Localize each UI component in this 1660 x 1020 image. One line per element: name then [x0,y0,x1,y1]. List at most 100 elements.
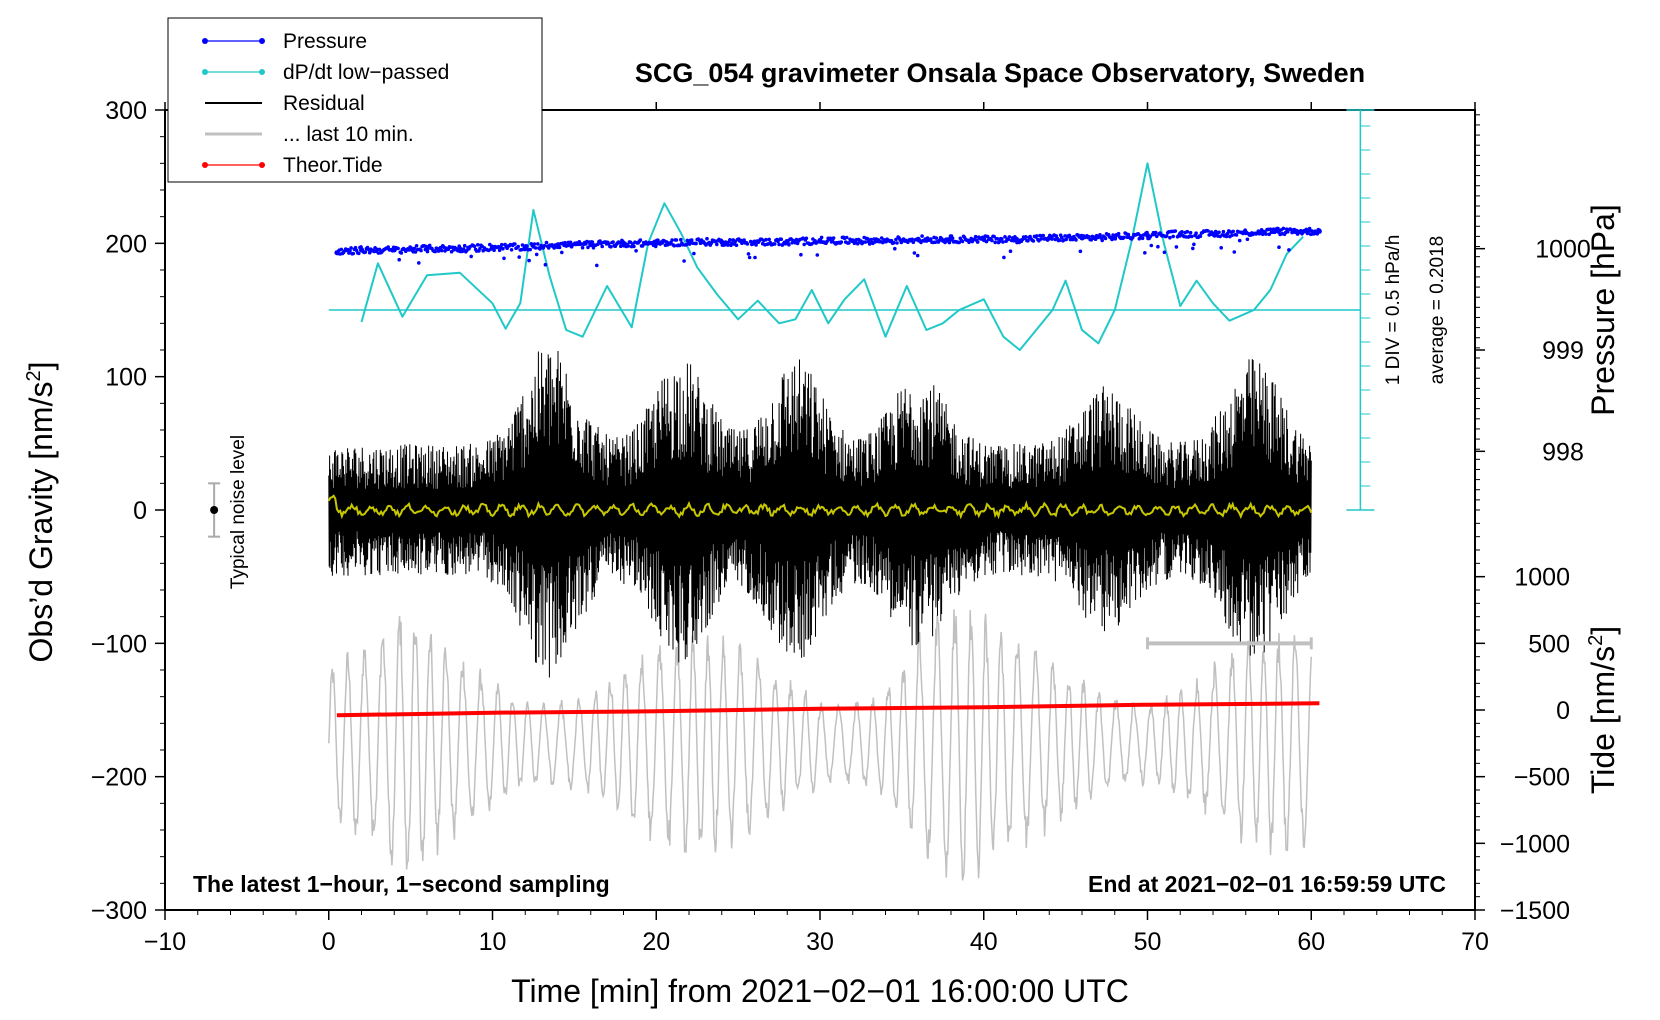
legend-label: Residual [283,92,365,115]
pressure-sample [1171,234,1175,239]
pressure-tick-label: 1000 [1535,236,1591,264]
pressure-sample [891,240,896,245]
residual-trace [327,350,1313,678]
pressure-sample [461,247,466,251]
pressure-sample [787,242,791,247]
pressure-sample [1168,235,1172,240]
pressure-sample [516,244,520,249]
pressure-sample [536,242,540,246]
pressure-sample [674,238,679,242]
pressure-sample [815,253,820,257]
pressure-sample [439,248,444,253]
tide-axis-title-sup: 2 [1585,635,1607,646]
note-latest-hour: The latest 1−hour, 1−second sampling [193,871,610,897]
pressure-sample [1031,239,1036,243]
pressure-sample [753,255,757,260]
pressure-sample [1002,255,1006,260]
pressure-sample [1003,235,1007,239]
pressure-sample [520,243,525,247]
pressure-sample [1245,237,1250,242]
pressure-sample [915,253,920,258]
tide-tick-label: −1000 [1500,830,1570,858]
pressure-sample [509,248,514,252]
pressure-sample [799,252,803,257]
y-axis-title-sup: 2 [23,370,45,381]
pressure-sample [764,237,768,242]
pressure-sample [527,258,531,263]
pressure-sample [417,261,421,265]
pressure-sample [544,240,549,245]
tide-tick-label: 0 [1556,697,1570,725]
dpdt-line [360,162,1304,351]
pressure-sample [1122,235,1126,240]
annotation-marks [208,482,1313,650]
pressure-sample [1180,230,1184,234]
pressure-sample [1153,230,1158,235]
pressure-sample [1230,233,1234,237]
pressure-sample [1281,226,1286,231]
pressure-sample [433,249,438,254]
pressure-sample [929,237,933,241]
pressure-sample [1177,234,1182,238]
residual-lowpass-line [327,494,1313,520]
pressure-sample [689,238,694,242]
pressure-sample [1286,229,1290,234]
pressure-sample [1024,235,1028,239]
pressure-sample [715,242,719,247]
pressure-sample [847,241,851,245]
pressure-sample [568,240,573,245]
y-axis-title-close: ] [23,362,59,371]
pressure-sample [377,247,382,252]
tide-axis-title-close: ] [1585,626,1621,635]
pressure-sample [993,240,997,245]
pressure-sample [1064,237,1068,242]
pressure-sample [546,246,551,250]
pressure-sample [746,252,751,256]
pressure-sample [638,238,643,242]
pressure-sample [522,247,527,252]
pressure-sample [1264,232,1268,236]
pressure-sample [492,248,496,252]
pressure-sample [1317,228,1322,232]
pressure-sample [609,245,613,249]
pressure-sample [351,251,356,256]
pressure-sample [607,242,611,246]
pressure-sample [705,236,709,241]
pressure-sample [934,236,939,240]
pressure-sample [533,246,538,250]
pressure-sample [726,243,730,247]
legend: Pressure dP/dt low−passed Residual ... last… [167,17,543,183]
pressure-sample [1185,229,1190,234]
pressure-sample [478,246,482,251]
pressure-sample [1307,226,1312,231]
pressure-sample [920,234,924,238]
y-tick-label: −100 [91,630,147,658]
pressure-sample [742,238,746,242]
pressure-sample [1234,233,1239,237]
y-tick-label: 200 [105,230,147,258]
legend-box [167,17,543,183]
pressure-sample [563,240,567,245]
y-tick-label: −300 [91,897,147,925]
pressure-sample [819,235,824,240]
pressure-sample [1243,228,1247,232]
x-tick-label: 0 [322,928,336,956]
pressure-sample [1034,234,1039,238]
pressure-sample [1155,234,1159,239]
pressure-sample [1111,233,1115,237]
pressure-sample [1008,249,1013,253]
pressure-sample [692,251,696,256]
axis-ticks: −10 0 10 20 30 40 50 60 70−300−200−1000100200300… [91,97,1591,956]
pressure-sample [1143,251,1147,255]
pressure-sample [1087,235,1091,239]
pressure-sample [804,236,809,241]
pressure-sample [1219,246,1223,250]
pressure-sample [1192,242,1196,247]
pressure-sample [779,237,783,241]
x-tick-label: 40 [970,928,998,956]
pressure-sample [497,248,502,253]
pressure-sample [894,237,898,242]
pressure-sample [895,241,899,245]
pressure-sample [960,239,965,244]
